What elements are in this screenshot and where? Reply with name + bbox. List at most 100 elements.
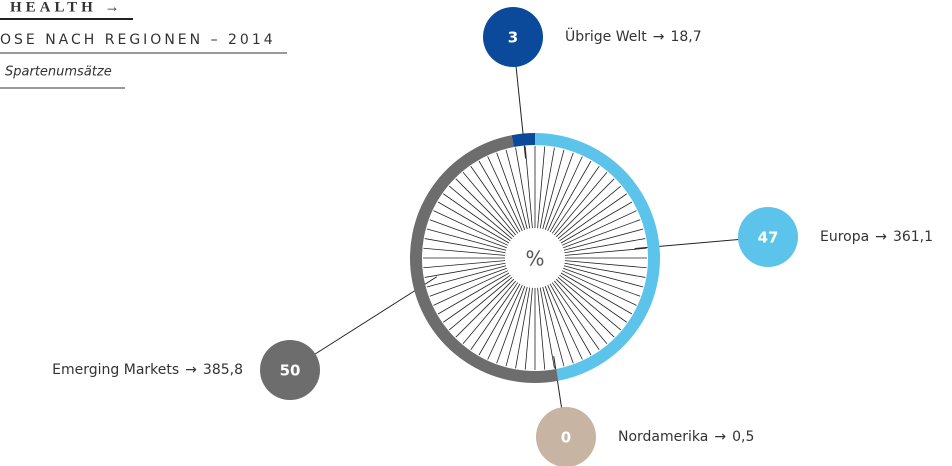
amount: 361,1: [893, 229, 933, 245]
hatch-line: [455, 178, 515, 238]
region-label: Europa → 361,1: [820, 229, 933, 245]
hatch-line: [555, 178, 615, 238]
hatch-line: [557, 276, 622, 331]
hatch-line: [496, 286, 526, 364]
hatch-line: [547, 285, 583, 360]
hatch-line: [426, 265, 507, 288]
hatch-line: [544, 152, 574, 230]
region-name: Emerging Markets: [52, 362, 179, 378]
hatch-line: [462, 171, 517, 236]
hatch-line: [448, 276, 513, 331]
hatch-line: [429, 219, 507, 249]
hatch-line: [553, 280, 608, 345]
hatch-line: [549, 283, 592, 356]
hatch-line: [555, 278, 615, 338]
hatch-line: [524, 287, 533, 370]
hatch-line: [549, 160, 592, 233]
hatch-line: [542, 149, 565, 230]
center-label: %: [525, 247, 544, 271]
separator: →: [653, 29, 665, 45]
hatch-line: [423, 247, 506, 256]
region-label: Nordamerika → 0,5: [618, 429, 754, 445]
hatch-line: [537, 287, 546, 370]
hatch-line: [455, 278, 515, 338]
hatch-line: [426, 228, 507, 251]
hatch-line: [496, 152, 526, 230]
hatch: [423, 146, 647, 370]
hatch-line: [433, 270, 508, 306]
hatch-line: [553, 171, 608, 236]
hatch-line: [560, 201, 633, 244]
amount: 18,7: [670, 29, 701, 45]
hatch-line: [429, 267, 507, 297]
ring-segment: [534, 133, 660, 381]
hatch-line: [562, 270, 637, 306]
hatch-line: [544, 286, 574, 364]
region-name: Nordamerika: [618, 429, 708, 445]
hatch-line: [443, 274, 511, 323]
hatch-line: [423, 260, 506, 269]
bubble: [738, 207, 798, 267]
hatch-line: [563, 228, 644, 251]
region-name: Übrige Welt: [565, 27, 647, 45]
amount: 385,8: [203, 362, 243, 378]
hatch-line: [537, 146, 546, 229]
hatch-line: [470, 166, 519, 234]
ring-segment: [410, 135, 559, 383]
hatch-line: [564, 238, 646, 254]
hatch-line: [433, 210, 508, 246]
hatch-line: [487, 156, 523, 231]
hatch-line: [551, 282, 600, 350]
hatch-line: [562, 210, 637, 246]
bubble-value: 47: [758, 229, 779, 247]
hatch-line: [424, 262, 506, 278]
hatch-line: [559, 193, 627, 242]
hatch-line: [470, 282, 519, 350]
hatch-line: [505, 149, 528, 230]
region-label: Übrige Welt → 18,7: [565, 27, 702, 45]
hatch-line: [524, 146, 533, 229]
hatch-line: [564, 260, 647, 269]
hatch-line: [443, 193, 511, 242]
separator: →: [714, 429, 726, 445]
hatch-line: [560, 272, 633, 315]
hatch-line: [559, 274, 627, 323]
hatch-line: [424, 238, 506, 254]
hatch-line: [462, 280, 517, 345]
hatch-line: [563, 267, 641, 297]
bubble-value: 3: [508, 29, 518, 47]
hatch-line: [547, 156, 583, 231]
separator: →: [875, 229, 887, 245]
hatch-line: [448, 185, 513, 240]
hatch-line: [437, 201, 510, 244]
hatch-line: [505, 286, 528, 367]
hatch-line: [564, 247, 647, 256]
hatch-line: [487, 285, 523, 360]
separator: →: [185, 362, 197, 378]
hatch-line: [478, 160, 521, 233]
hatch-line: [563, 219, 641, 249]
subtitle: OSE NACH REGIONEN – 2014: [0, 32, 276, 48]
region-name: Europa: [820, 229, 869, 245]
bubble: [260, 340, 320, 400]
hatch-line: [563, 265, 644, 288]
hatch-line: [478, 283, 521, 356]
hatch-line: [557, 185, 622, 240]
hatch-line: [539, 287, 555, 369]
hatch-line: [515, 287, 531, 369]
hatch-line: [437, 272, 510, 315]
bubble-value: 0: [561, 429, 571, 447]
note: Spartenumsätze: [5, 65, 112, 80]
hatch-line: [542, 286, 565, 367]
hatch-line: [551, 166, 600, 234]
region-label: Emerging Markets → 385,8: [52, 362, 243, 378]
bubble: [483, 7, 543, 67]
hatch-line: [539, 147, 555, 229]
title: HEALTH →: [10, 0, 124, 15]
hatch-line: [564, 262, 646, 278]
ring-segment: [511, 133, 536, 148]
amount: 0,5: [732, 429, 754, 445]
bubble: [536, 407, 596, 466]
